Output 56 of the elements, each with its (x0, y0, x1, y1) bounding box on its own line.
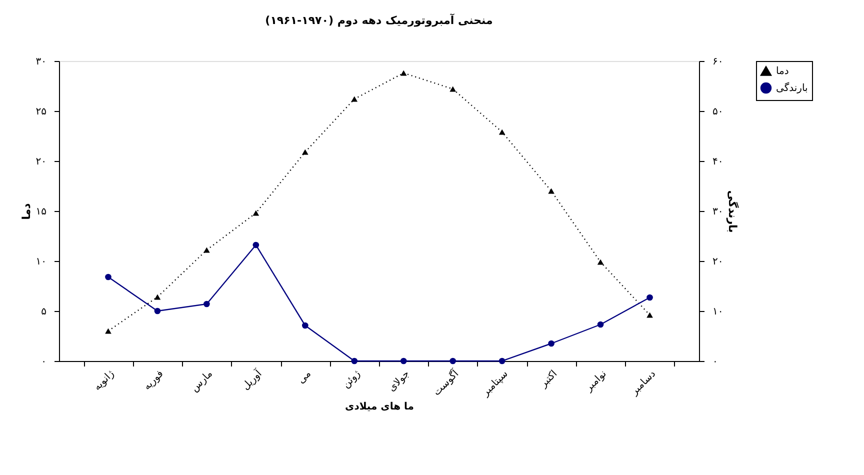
point (252, 210, 260, 216)
x-tick-label: می (296, 368, 314, 386)
point (450, 358, 456, 364)
point (646, 294, 653, 301)
y-tick-label: ۰ (41, 356, 46, 368)
x-tick-label: فوریه (142, 368, 166, 392)
point (498, 358, 506, 364)
x-tick-label: مارس (189, 368, 215, 394)
point (450, 86, 456, 92)
y-axis-title: دما (20, 202, 33, 220)
point (351, 96, 358, 102)
y2-tick-label: ۰ (712, 356, 718, 368)
point (351, 358, 358, 364)
y-tick-label: ۳۰ (36, 56, 46, 68)
point (597, 259, 604, 265)
point (204, 247, 210, 253)
point (105, 328, 112, 334)
y-tick-label: ۱۵ (36, 206, 46, 218)
chart-title: منحنی آمبروتورمیک دهه دوم (۱۹۷۰-۱۹۶۱) (265, 13, 493, 27)
point (548, 340, 554, 347)
x-tick-label: اکتبر (538, 368, 560, 390)
y2-tick-label: ۲۰ (712, 256, 724, 268)
point (548, 188, 554, 194)
point (252, 242, 260, 248)
x-tick-label: آگوست (430, 366, 462, 398)
y2-axis-title: بارندگی (726, 190, 740, 233)
x-tick-label: ژانویه (92, 368, 117, 394)
x-tick-label: آوریل (238, 366, 266, 392)
point (597, 321, 604, 328)
legend-label: بارندگی (776, 82, 808, 94)
y2-tick-label: ۵۰ (712, 106, 724, 118)
point (154, 294, 161, 300)
y2-tick-label: ۱۰ (712, 306, 724, 318)
x-axis-title: ما های میلادی (345, 402, 414, 413)
legend-label: دما (776, 66, 789, 77)
y2-tick-label: ۶۰ (712, 56, 724, 68)
point (302, 322, 308, 329)
point (204, 300, 210, 308)
point (646, 312, 653, 318)
point (400, 70, 407, 76)
y-tick-label: ۵ (41, 306, 46, 318)
y2-tick-label: ۴۰ (712, 156, 724, 168)
y-tick-label: ۲۵ (36, 106, 46, 118)
y-tick-label: ۲۰ (36, 156, 46, 168)
point (498, 129, 506, 135)
x-tick-label: نوامبر (582, 368, 609, 394)
x-tick-label: جولای (386, 368, 412, 394)
point (154, 308, 161, 314)
point (400, 358, 407, 364)
y2-tick-label: ۳۰ (712, 206, 724, 218)
x-tick-label: سپتامبر (480, 368, 510, 400)
point (105, 274, 112, 280)
point (302, 149, 308, 155)
y-tick-label: ۱۰ (36, 256, 46, 268)
x-tick-label: ژوئن (340, 368, 363, 390)
x-tick-label: دسامبر (628, 368, 658, 398)
